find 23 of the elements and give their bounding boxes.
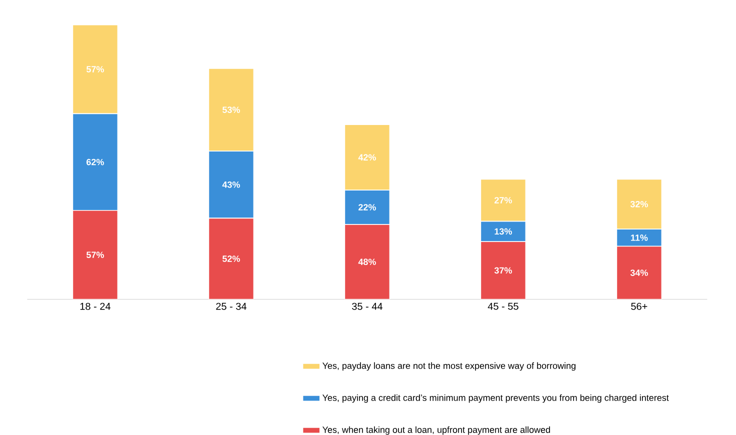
data-label: 32% [630, 200, 648, 208]
data-label: 37% [494, 267, 512, 274]
data-label: 13% [494, 228, 512, 235]
data-label: 11% [631, 234, 648, 241]
data-label: 27% [494, 197, 512, 204]
data-label: 53% [222, 106, 240, 113]
data-label: 42% [358, 154, 376, 161]
data-label: 57% [86, 66, 104, 72]
x-tick-label: 45 - 55 [488, 302, 518, 310]
data-label: 43% [222, 181, 240, 188]
x-tick-label: 18 - 24 [80, 302, 110, 310]
data-label: 48% [358, 258, 376, 266]
x-tick-label: 25 - 34 [216, 302, 246, 310]
x-tick-label: 56+ [631, 302, 648, 310]
data-label: 52% [222, 256, 240, 262]
x-tick-label: 35 - 44 [352, 302, 382, 310]
data-label: 57% [86, 252, 104, 258]
legend-label: Yes, paying a credit card’s minimum payment prevents you from being charged interest [322, 394, 669, 403]
legend-label: Yes, when taking out a loan, upfront payment are allowed [322, 426, 550, 435]
data-label: 22% [358, 204, 376, 210]
data-label: 62% [86, 158, 104, 166]
data-label: 34% [630, 270, 648, 276]
legend-label: Yes, payday loans are not the most expensive way of borrowing [322, 362, 576, 371]
